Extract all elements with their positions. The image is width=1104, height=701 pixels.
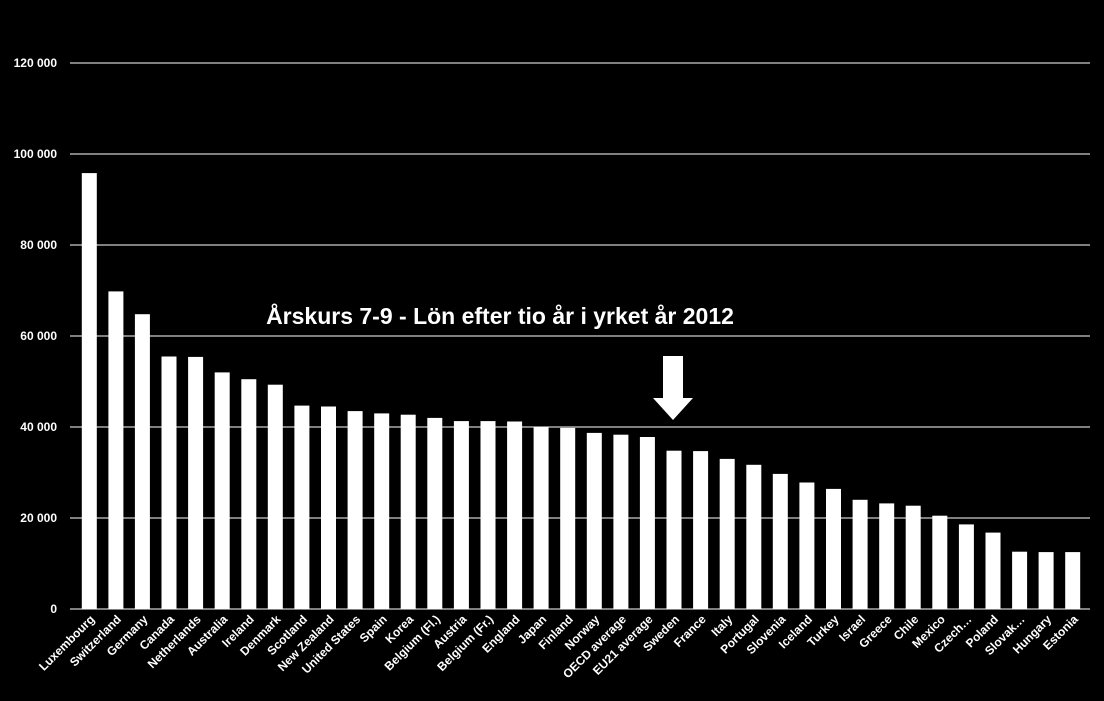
- bar-switzerland: [108, 291, 124, 609]
- bar-germany: [134, 314, 150, 609]
- y-tick-label: 20 000: [20, 511, 57, 525]
- bar-slovenia: [772, 473, 788, 609]
- bar-finland: [560, 427, 576, 609]
- bar-hungary: [1038, 552, 1054, 609]
- bar-ireland: [241, 379, 257, 609]
- bar-mexico: [932, 515, 948, 609]
- bar-czech: [958, 524, 974, 609]
- y-tick-label: 100 000: [14, 147, 58, 161]
- bar-portugal: [746, 464, 762, 609]
- bar-eu21-average: [639, 437, 655, 609]
- gridlines: [70, 62, 1090, 610]
- y-tick-label: 60 000: [20, 329, 57, 343]
- bar-canada: [161, 356, 177, 609]
- bar-korea: [400, 414, 416, 609]
- bar-poland: [985, 532, 1001, 609]
- bar-italy: [719, 458, 735, 609]
- bar-france: [693, 451, 709, 609]
- bar-turkey: [826, 488, 841, 609]
- bar-norway: [586, 432, 602, 609]
- bar-oecd-average: [613, 434, 629, 609]
- bar-estonia: [1065, 552, 1081, 609]
- bar-israel: [852, 499, 868, 609]
- bar-australia: [214, 372, 230, 609]
- bar-united-states: [347, 411, 363, 609]
- bar-spain: [374, 413, 390, 609]
- bar-iceland: [799, 482, 815, 609]
- bar-new-zealand: [321, 406, 336, 609]
- bar-japan: [533, 427, 549, 609]
- bar-slovak: [1012, 551, 1028, 609]
- y-tick-label: 0: [50, 602, 57, 616]
- bar-england: [507, 421, 523, 609]
- bar-greece: [879, 503, 895, 609]
- chart-title: Årskurs 7-9 - Lön efter tio år i yrket å…: [266, 302, 734, 329]
- y-tick-label: 120 000: [14, 56, 58, 70]
- bar-sweden: [666, 450, 682, 609]
- bar-denmark: [267, 384, 283, 609]
- bar-belgium-fl: [427, 417, 443, 609]
- y-tick-label: 80 000: [20, 238, 57, 252]
- down-arrow-icon: [653, 356, 693, 420]
- y-axis-tick-labels: 0 20 000 40 000 60 000 80 000 100 000 120 000: [14, 56, 58, 616]
- bar-luxembourg: [81, 173, 97, 609]
- bar-chile: [905, 505, 921, 609]
- bar-netherlands: [188, 356, 204, 609]
- bar-belgium-fr: [480, 421, 496, 609]
- bar-austria: [453, 421, 469, 609]
- y-tick-label: 40 000: [20, 420, 57, 434]
- bars: [81, 173, 1081, 609]
- bar-scotland: [294, 405, 310, 609]
